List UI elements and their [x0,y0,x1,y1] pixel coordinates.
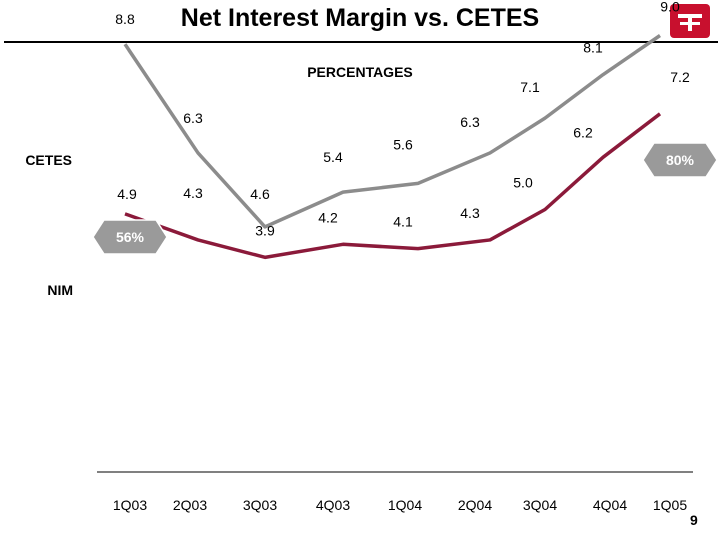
title-divider [4,41,718,43]
callout-badge [92,219,168,255]
data-label: 8.1 [583,40,603,56]
data-label: 5.4 [323,149,343,165]
data-label: 4.6 [250,186,270,202]
data-label: 6.2 [573,124,593,140]
data-label: 4.3 [183,185,203,201]
series-line-cetes [123,34,661,229]
data-label: 4.1 [393,214,413,230]
x-tick-label: 4Q03 [316,497,350,513]
series-line-nim [124,112,662,260]
data-label: 7.1 [520,79,540,95]
x-tick-label: 1Q05 [653,497,687,513]
callout-label: 80% [666,152,695,168]
data-label: 5.0 [513,175,533,191]
x-tick-label: 1Q04 [388,497,422,513]
callout-label: 56% [116,229,145,245]
data-label: 7.2 [670,69,690,85]
page-title: Net Interest Margin vs. CETES [180,4,540,32]
x-tick-label: 2Q04 [458,497,492,513]
x-tick-label: 3Q04 [523,497,557,513]
callout-badge [642,142,718,178]
data-label: 3.9 [255,222,275,238]
page-number: 9 [690,512,698,528]
x-tick-label: 4Q04 [593,497,627,513]
x-tick-label: 2Q03 [173,497,207,513]
series-label-nim: NIM [47,282,73,298]
data-label: 6.3 [183,110,203,126]
bank-logo-icon [670,4,710,38]
x-tick-label: 1Q03 [113,497,147,513]
data-label: 5.6 [393,136,413,152]
data-label: 4.3 [460,205,480,221]
data-label: 6.3 [460,114,480,130]
data-label: 4.2 [318,209,338,225]
series-label-cetes: CETES [25,152,72,168]
data-label: 9.0 [660,0,680,15]
x-tick-label: 3Q03 [243,497,277,513]
data-label: 8.8 [115,11,135,27]
data-label: 4.9 [117,186,137,202]
chart-subtitle: PERCENTAGES [307,64,413,80]
